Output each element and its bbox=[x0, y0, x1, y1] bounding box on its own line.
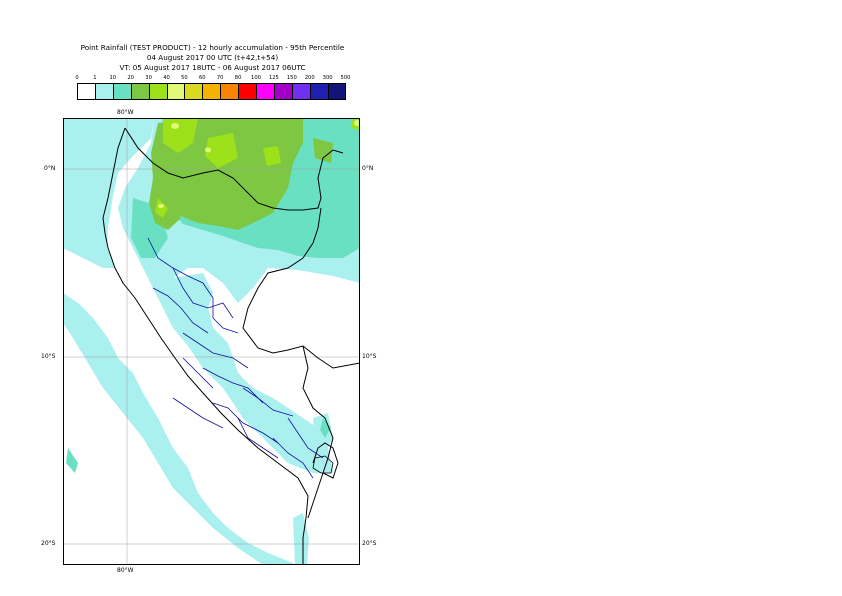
base-time: 04 August 2017 00 UTC (t+42,t+54) bbox=[146, 53, 279, 62]
legend-swatch bbox=[184, 83, 203, 100]
legend-threshold-label: 10 bbox=[109, 75, 117, 81]
legend-threshold-label: 500 bbox=[340, 75, 351, 81]
valid-time: VT: 05 August 2017 18UTC - 06 August 201… bbox=[119, 63, 306, 72]
legend-swatch bbox=[238, 83, 257, 100]
rain-20-30mm bbox=[149, 118, 333, 230]
lon-label-bottom: 80°W bbox=[117, 567, 134, 574]
lat-label-10s-right: 10°S bbox=[362, 353, 377, 360]
lat-label-eq-right: 0°N bbox=[362, 165, 374, 172]
legend-swatch bbox=[327, 83, 346, 100]
legend-threshold-label: 300 bbox=[322, 75, 333, 81]
legend-swatch bbox=[166, 83, 185, 100]
legend-swatch bbox=[220, 83, 239, 100]
admin-boundaries bbox=[147, 237, 324, 479]
legend-threshold-label: 30 bbox=[145, 75, 152, 81]
country-borders bbox=[102, 127, 360, 565]
lat-label-20s-right: 20°S bbox=[362, 540, 377, 547]
legend-swatch bbox=[291, 83, 311, 100]
legend-swatch bbox=[94, 83, 114, 100]
product-title: Point Rainfall (TEST PRODUCT) - 12 hourl… bbox=[80, 43, 345, 52]
legend-threshold-label: 200 bbox=[304, 75, 315, 81]
rain-30-40mm bbox=[155, 118, 360, 218]
lat-label-20s-left: 20°S bbox=[41, 540, 56, 547]
lat-label-eq-left: 0°N bbox=[44, 165, 56, 172]
lat-label-10s-left: 10°S bbox=[41, 353, 56, 360]
legend-threshold-label: 60 bbox=[198, 75, 206, 81]
graticule bbox=[63, 118, 360, 565]
map-frame bbox=[63, 118, 360, 565]
legend-threshold-label: 100 bbox=[251, 75, 261, 81]
legend-threshold-label: 50 bbox=[181, 75, 188, 81]
rainfall-map bbox=[63, 118, 360, 565]
legend-threshold-label: 0 bbox=[75, 75, 79, 81]
legend-threshold-label: 150 bbox=[286, 75, 297, 81]
legend-swatch bbox=[112, 83, 132, 100]
legend-threshold-label: 80 bbox=[234, 75, 242, 81]
legend-swatch bbox=[273, 83, 293, 100]
legend-swatch bbox=[202, 83, 221, 100]
legend-swatch bbox=[256, 83, 275, 100]
legend-threshold-label: 70 bbox=[216, 75, 224, 81]
legend-swatch bbox=[77, 83, 96, 100]
legend-threshold-label: 20 bbox=[127, 75, 134, 81]
legend-swatch bbox=[148, 83, 167, 100]
lake-titicaca bbox=[312, 455, 334, 474]
legend-threshold-label: 1 bbox=[93, 75, 97, 81]
lon-label-top: 80°W bbox=[117, 109, 134, 116]
legend-threshold-label: 40 bbox=[163, 75, 170, 81]
legend-swatch bbox=[309, 83, 329, 100]
legend-threshold-label: 125 bbox=[268, 75, 279, 81]
legend-swatch bbox=[130, 83, 150, 100]
rain-40-50mm bbox=[158, 120, 360, 208]
